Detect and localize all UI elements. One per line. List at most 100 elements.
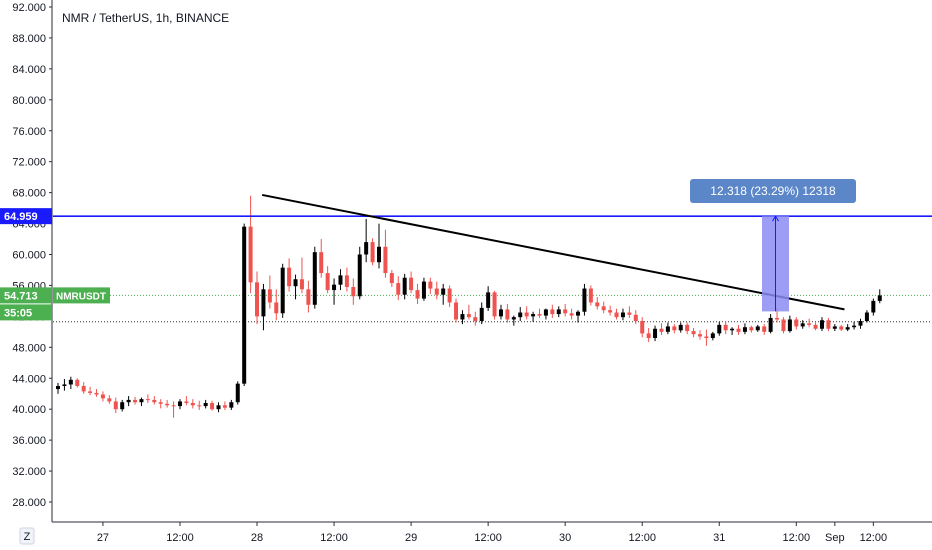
candle-body: [434, 288, 439, 295]
candle-body: [100, 394, 105, 399]
x-tick-label: 12:00: [628, 532, 656, 544]
candle-body: [595, 302, 600, 307]
y-tick-label: 28.000: [12, 497, 46, 509]
candle-body: [640, 321, 645, 334]
candle-body: [415, 290, 420, 299]
symbol-tag: NMRUSDT: [56, 291, 106, 302]
candle-body: [646, 333, 651, 339]
x-tick-label: 12:00: [320, 532, 348, 544]
trendline[interactable]: [261, 193, 845, 311]
candle-body: [768, 317, 773, 332]
x-tick-label: 30: [559, 532, 571, 544]
candle-body: [511, 317, 516, 320]
candle-body: [428, 281, 433, 289]
candle-body: [569, 313, 574, 316]
candle-body: [550, 309, 555, 315]
candle-body: [800, 323, 805, 327]
candle-body: [351, 286, 356, 297]
y-tick-label: 36.000: [12, 435, 46, 447]
candle-body: [255, 282, 260, 317]
candles: [56, 195, 882, 418]
x-tick-label: 27: [97, 532, 109, 544]
mode-button[interactable]: Z: [19, 527, 35, 545]
y-tick-label: 80.000: [12, 95, 46, 107]
candle-body: [839, 326, 844, 330]
price-axis[interactable]: 92.000 88.000 84.000 80.000 76.000 72.000 68.0…: [0, 0, 53, 522]
candle-body: [216, 405, 221, 410]
candle-body: [723, 324, 728, 331]
candle-body: [486, 292, 491, 308]
candle-body: [864, 312, 869, 322]
y-tick-label: 44.000: [12, 373, 46, 385]
x-tick-label: 12:00: [166, 532, 194, 544]
candle-body: [396, 283, 401, 295]
x-tick-label: 29: [405, 532, 417, 544]
candle-body: [762, 326, 767, 332]
candle-body: [441, 288, 446, 295]
candle-body: [222, 405, 227, 408]
candle-body: [537, 314, 542, 316]
candle-body: [730, 328, 735, 331]
candle-body: [190, 403, 195, 406]
candle-body: [184, 401, 189, 403]
current-price-tag: 54.713: [4, 290, 38, 302]
candle-body: [133, 399, 138, 403]
candle-body: [775, 317, 780, 320]
mode-button-label: Z: [24, 531, 31, 543]
x-tick-label: 31: [713, 532, 725, 544]
candle-body: [56, 385, 60, 390]
measure-label-bg: [690, 179, 856, 203]
candle-body: [203, 403, 208, 407]
candle-body: [177, 401, 182, 407]
price-axis-bg: [0, 0, 52, 522]
candle-body: [563, 309, 568, 314]
drawings[interactable]: 12.318 (23.29%) 12318 NMRUSDT: [53, 179, 932, 312]
candle-body: [543, 309, 548, 316]
candle-body: [845, 327, 850, 330]
candle-body: [383, 246, 388, 274]
candle-body: [235, 383, 240, 403]
y-tick-label: 84.000: [12, 64, 46, 76]
candle-body: [678, 324, 683, 331]
candle-body: [742, 327, 747, 332]
candle-body: [852, 325, 857, 328]
candle-body: [832, 326, 837, 329]
candle-body: [858, 321, 863, 326]
candle-body: [454, 302, 459, 320]
candle-body: [158, 402, 163, 404]
candle-body: [152, 399, 157, 403]
candle-body: [447, 288, 452, 303]
candle-body: [389, 273, 394, 284]
candle-body: [261, 289, 266, 317]
candle-body: [319, 252, 324, 274]
candle-body: [274, 302, 279, 314]
measure-label: 12.318 (23.29%) 12318: [710, 184, 836, 198]
candle-body: [409, 277, 414, 291]
resistance-price-tag: 64.959: [4, 211, 38, 223]
grid: [53, 294, 932, 323]
x-tick-label: 12:00: [783, 532, 811, 544]
candle-body: [614, 312, 619, 318]
candle-body: [749, 327, 754, 331]
candle-body: [479, 307, 484, 322]
y-tick-label: 60.000: [12, 250, 46, 262]
measure-arrow-head: [772, 215, 779, 222]
y-tick-label: 32.000: [12, 466, 46, 478]
candle-body: [492, 292, 497, 317]
candle-body: [653, 328, 658, 339]
candle-body: [338, 275, 343, 285]
candle-body: [287, 267, 292, 287]
candle-body: [120, 402, 125, 410]
candle-body: [787, 319, 792, 332]
candle-body: [627, 312, 632, 315]
x-tick-label: Sep: [825, 532, 845, 544]
time-axis[interactable]: 27 12:00 28 12:00 29 12:00 30 12:00 31 12:00 Sep 12…: [52, 521, 932, 544]
candle-body: [601, 306, 606, 311]
candle-body: [210, 403, 215, 410]
candle-body: [698, 334, 702, 337]
candle-body: [755, 326, 760, 331]
countdown-tag-bg: [0, 304, 52, 321]
candle-body: [466, 314, 471, 318]
candle-body: [293, 279, 298, 287]
